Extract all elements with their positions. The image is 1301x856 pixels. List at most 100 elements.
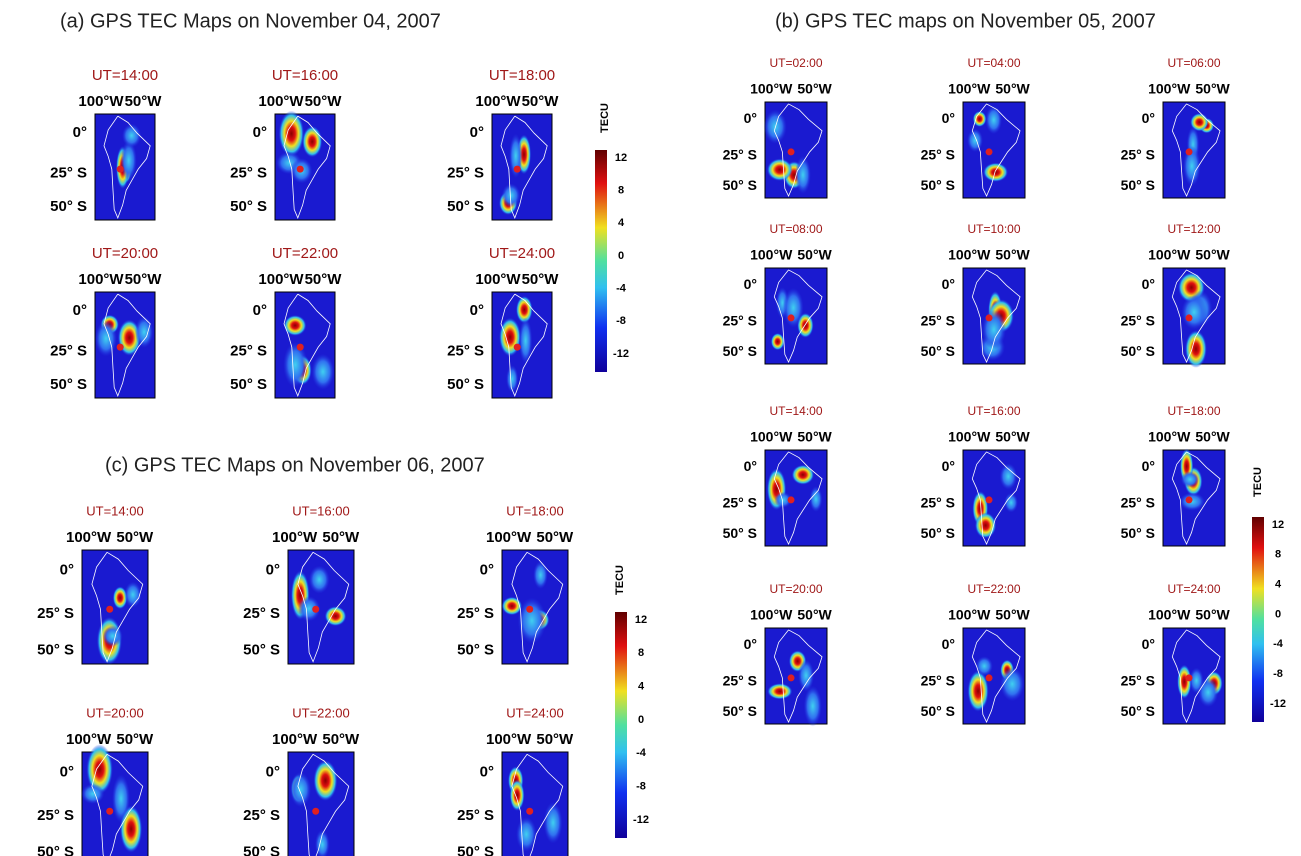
colorbar-tick-label: 12 [635,614,647,626]
lon-label: 100°W [948,429,991,445]
lat-label: 50° S [921,703,955,719]
station-marker [1185,148,1193,156]
colorbar-tick-label: 0 [638,714,644,726]
coastline [500,115,548,219]
map-panel: UT=18:00 100°W 50°W 0° 25° S 50° S [457,503,574,665]
lat-label: 25° S [723,494,757,510]
tec-blob [967,670,989,712]
lat-label: 50° S [230,376,267,393]
map-panel: UT=22:00 100°W 50°W 0° 25° S 50° S [243,705,360,856]
station-marker [513,343,521,351]
tec-blob [501,183,521,208]
lat-label: 0° [266,561,280,578]
lon-label: 50°W [995,81,1030,97]
lon-label: 100°W [272,731,318,748]
lat-label: 50° S [457,843,494,856]
lon-label: 50°W [536,731,574,748]
lon-label: 100°W [1148,429,1191,445]
lon-label: 100°W [486,731,532,748]
tec-blob [974,512,997,539]
lon-label: 50°W [1195,247,1230,263]
colorbar-tick-label: -4 [636,747,647,759]
lat-label: 50° S [457,641,494,658]
lat-label: 0° [744,276,757,292]
time-label: UT=24:00 [506,705,563,720]
tec-blob [1180,471,1199,488]
lat-label: 50° S [37,843,74,856]
time-label: UT=18:00 [489,67,555,84]
tec-blob [985,105,1003,135]
tec-blob [283,315,307,336]
station-marker [312,807,320,815]
lat-label: 0° [1142,276,1155,292]
tec-blob [972,110,987,127]
lat-label: 0° [942,276,955,292]
lon-label: 100°W [66,529,112,546]
map-panel: UT=16:00 100°W 50°W 0° 25° S 50° S [921,404,1031,547]
lat-label: 25° S [921,146,955,162]
colorbar-tick-label: 0 [1275,608,1281,620]
lat-label: 50° S [447,198,484,215]
lat-label: 50° S [243,843,280,856]
lon-label: 50°W [125,271,163,288]
lon-label: 100°W [1148,607,1191,623]
lon-label: 50°W [322,731,360,748]
colorbar-label: TECU [1252,467,1264,497]
colorbar-tick-label: -8 [636,781,646,793]
lat-label: 0° [942,110,955,126]
lat-label: 50° S [243,641,280,658]
lat-label: 50° S [921,343,955,359]
colorbar-tick-label: -4 [1273,638,1284,650]
time-label: UT=04:00 [967,56,1020,70]
map-panel: UT=16:00 100°W 50°W 0° 25° S 50° S [230,67,342,221]
time-label: UT=14:00 [92,67,158,84]
coastline [1171,629,1221,724]
lat-label: 25° S [457,605,494,622]
station-marker [787,148,795,156]
lon-label: 100°W [78,93,124,110]
lat-label: 50° S [37,641,74,658]
lat-label: 50° S [447,376,484,393]
station-marker [985,674,993,682]
time-label: UT=02:00 [769,56,822,70]
time-label: UT=18:00 [506,503,563,518]
lon-label: 50°W [797,607,832,623]
lon-label: 50°W [995,607,1030,623]
lat-label: 25° S [243,605,280,622]
colorbar-label: TECU [599,103,611,133]
time-label: UT=22:00 [967,582,1020,596]
tec-blob [1198,677,1219,708]
map-panel: UT=08:00 100°W 50°W 0° 25° S 50° S [723,222,833,365]
station-marker [985,148,993,156]
coastline [297,551,350,663]
lat-label: 0° [744,636,757,652]
time-label: UT=08:00 [769,222,822,236]
tec-blob [501,596,523,616]
lon-label: 50°W [322,529,360,546]
time-label: UT=22:00 [272,245,338,262]
tec-blob [543,801,563,844]
tec-blob [774,491,792,508]
tec-blob [983,162,1009,182]
lat-label: 0° [60,763,74,780]
map-panel: UT=24:00 100°W 50°W 0° 25° S 50° S [457,705,574,856]
colorbar-tick-label: 8 [638,647,644,659]
tec-blob [999,463,1018,490]
lat-label: 25° S [447,342,484,359]
map-panel: UT=20:00 100°W 50°W 0° 25° S 50° S [37,705,154,856]
colorbar-label: TECU [614,565,626,595]
station-marker [296,165,304,173]
tec-blob [289,771,312,808]
lon-label: 100°W [948,607,991,623]
map-panel: UT=14:00 100°W 50°W 0° 25° S 50° S [50,67,162,221]
lat-label: 0° [480,561,494,578]
tec-blob [134,316,154,348]
time-label: UT=12:00 [1167,222,1220,236]
map-panel: UT=22:00 100°W 50°W 0° 25° S 50° S [921,582,1031,725]
lon-label: 50°W [797,429,832,445]
lat-label: 0° [266,763,280,780]
tec-blob [975,656,993,676]
figure-title: (b) GPS TEC maps on November 05, 2007 [775,10,1156,32]
lat-label: 50° S [723,343,757,359]
